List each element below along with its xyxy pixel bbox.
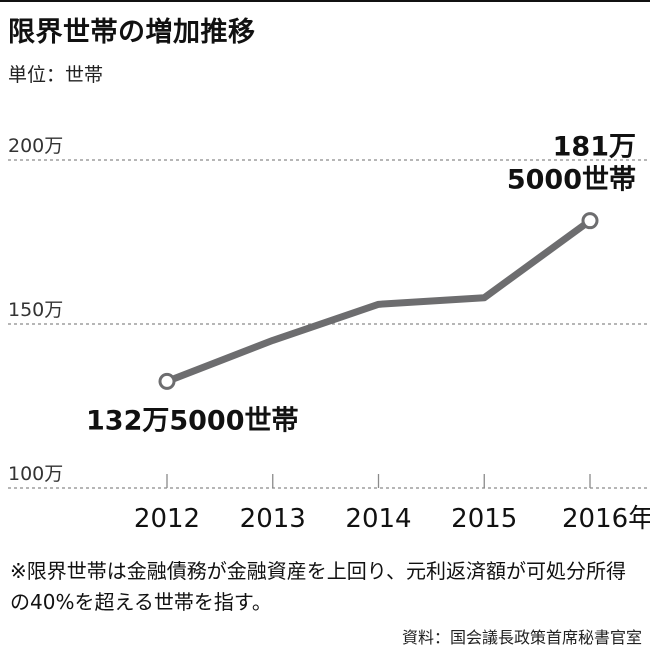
annotation-0: 132万5000世帯 (86, 404, 299, 436)
annotation-line: 181万 (553, 132, 636, 163)
chart-title: 限界世帯の増加推移 (8, 17, 256, 48)
point-markers (158, 212, 599, 390)
x-tick-label-3: 2015 (451, 504, 517, 534)
source-credit: 資料：国会議長政策首席秘書官室 (401, 628, 642, 647)
top-rule (0, 0, 650, 2)
x-axis: 2012 2013 2014 2015 2016年 (134, 474, 650, 534)
x-tick-label-0: 2012 (134, 504, 200, 534)
y-tick-label-1: 150万 (8, 299, 63, 321)
annotation-line: 132万5000世帯 (86, 404, 299, 436)
point-marker-0 (158, 372, 176, 390)
x-tick-label-2: 2014 (345, 504, 411, 534)
x-tick-label-1: 2013 (240, 504, 306, 534)
footnote: ※限界世帯は金融債務が金融資産を上回り、元利返済額が可処分所得の40%を超える世… (10, 559, 626, 614)
data-annotations: 132万5000世帯 181万 5000世帯 (86, 132, 636, 437)
y-tick-label-0: 100万 (8, 463, 63, 485)
unit-label: 単位：世帯 (8, 64, 104, 86)
annotation-line: 5000世帯 (507, 164, 636, 196)
annotation-4: 181万 5000世帯 (507, 132, 636, 196)
series-line (163, 217, 594, 385)
y-tick-label-2: 200万 (8, 135, 63, 157)
x-tick-label-4: 2016年 (562, 504, 650, 534)
line-chart: 100万 150万 200万 2012 2013 2014 2015 2016年 132万5… (8, 132, 650, 534)
series-line-path (163, 217, 594, 385)
gridlines (8, 159, 650, 489)
y-tick-labels: 100万 150万 200万 (8, 135, 63, 485)
point-marker-4 (581, 212, 599, 230)
